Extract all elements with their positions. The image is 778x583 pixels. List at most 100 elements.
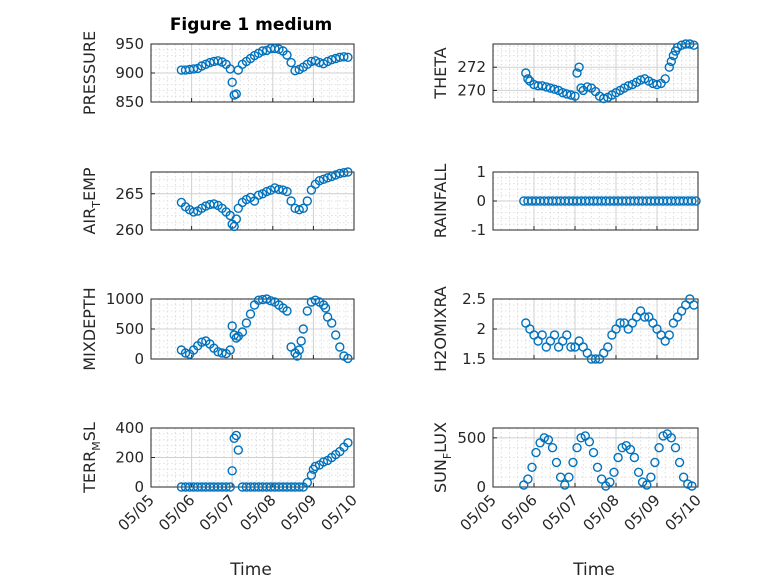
data-point — [314, 175, 325, 186]
x-tick-label: 05/08 — [236, 491, 279, 534]
y-tick-label: 1.5 — [462, 350, 486, 368]
data-point — [629, 452, 640, 463]
data-point — [642, 480, 652, 490]
data-point — [282, 50, 292, 60]
y-tick-label: 1 — [476, 163, 486, 181]
data-point — [327, 171, 337, 182]
data-point — [266, 296, 276, 306]
data-point — [541, 82, 551, 92]
y-axis-label: H2OMIXRA — [431, 286, 450, 372]
x-tick-label: 05/10 — [662, 491, 705, 534]
data-point — [531, 447, 541, 458]
y-tick-label: 0 — [476, 192, 486, 210]
x-tick-label: 05/10 — [318, 491, 361, 534]
data-point — [339, 167, 349, 178]
data-point — [302, 306, 312, 316]
data-point — [322, 173, 333, 183]
data-point — [691, 196, 701, 206]
x-tick-label: 05/09 — [621, 491, 664, 534]
data-point — [270, 43, 280, 54]
data-point — [562, 330, 572, 340]
y-tick-label: 400 — [115, 419, 144, 437]
data-point — [572, 443, 582, 453]
data-point — [213, 56, 223, 66]
data-point — [687, 481, 697, 491]
data-point — [670, 443, 681, 453]
y-tick-label: 500 — [457, 429, 486, 447]
data-point — [654, 443, 664, 453]
data-point — [523, 74, 533, 84]
data-point — [270, 183, 280, 193]
data-point — [294, 482, 304, 492]
axes-frame — [492, 427, 699, 488]
data-point — [689, 300, 699, 310]
panel-mixdepth: 0 500 1000 MIXDEPTH — [80, 287, 355, 371]
data-point — [201, 59, 211, 70]
data-point — [327, 318, 337, 328]
data-point — [231, 89, 242, 99]
data-point — [633, 467, 644, 477]
axes-frame — [150, 171, 355, 231]
y-tick-label: 0 — [134, 478, 144, 496]
data-point — [566, 342, 576, 352]
y-tick-label: 260 — [115, 221, 144, 239]
data-point — [564, 472, 574, 482]
panel-theta: 270 272 THETA — [431, 39, 699, 104]
data-point — [262, 186, 272, 197]
data-point — [286, 57, 296, 68]
data-point — [221, 482, 231, 492]
x-tick-label: 05/09 — [277, 491, 320, 534]
data-point — [590, 354, 601, 364]
data-point — [331, 170, 341, 180]
data-point — [225, 345, 235, 355]
data-point — [343, 52, 353, 62]
data-point — [282, 306, 292, 316]
data-point — [209, 199, 219, 209]
data-point — [615, 318, 625, 328]
data-point — [339, 52, 349, 62]
data-point — [596, 474, 607, 484]
data-point — [588, 447, 599, 458]
y-tick-label: 900 — [115, 64, 144, 82]
y-tick-label: 950 — [115, 35, 144, 53]
data-point — [257, 46, 268, 56]
data-point — [666, 56, 676, 67]
y-tick-label: 2.5 — [462, 290, 486, 308]
data-point — [225, 482, 235, 492]
figure-title: Figure 1 medium — [170, 15, 332, 35]
y-axis-label: TERRMSL — [80, 422, 103, 494]
data-point — [231, 333, 242, 343]
data-point — [527, 462, 537, 472]
y-axis-label: THETA — [431, 47, 450, 99]
data-point — [343, 167, 353, 177]
data-point — [551, 457, 562, 468]
data-point — [566, 90, 576, 100]
data-point — [687, 196, 697, 206]
data-point — [318, 174, 329, 185]
y-axis-label: AIRTEMP — [80, 167, 103, 234]
data-point — [549, 84, 560, 94]
data-point — [302, 196, 312, 206]
panel-h2omixra: 1.5 2 2.5 H2OMIXRA — [431, 286, 699, 372]
data-point — [623, 81, 633, 91]
data-point — [549, 330, 560, 340]
x-tick-label: 05/08 — [580, 491, 623, 534]
y-tick-label: 1000 — [106, 290, 144, 308]
data-point — [282, 186, 292, 197]
data-point — [241, 318, 252, 328]
data-point — [599, 93, 609, 104]
data-point — [290, 65, 300, 76]
plot-area — [492, 43, 699, 103]
data-point — [678, 472, 689, 482]
panel-air-temp: 260 265 AIRTEMP — [80, 167, 355, 239]
data-point — [296, 336, 306, 346]
data-point — [253, 190, 264, 200]
x-tick-label: 05/05 — [115, 491, 158, 534]
data-point — [331, 330, 341, 340]
data-point — [320, 303, 331, 313]
data-point — [664, 62, 674, 72]
y-tick-label: 272 — [457, 58, 486, 76]
data-point — [318, 457, 329, 467]
x-axis-label-left: Time — [229, 560, 272, 580]
